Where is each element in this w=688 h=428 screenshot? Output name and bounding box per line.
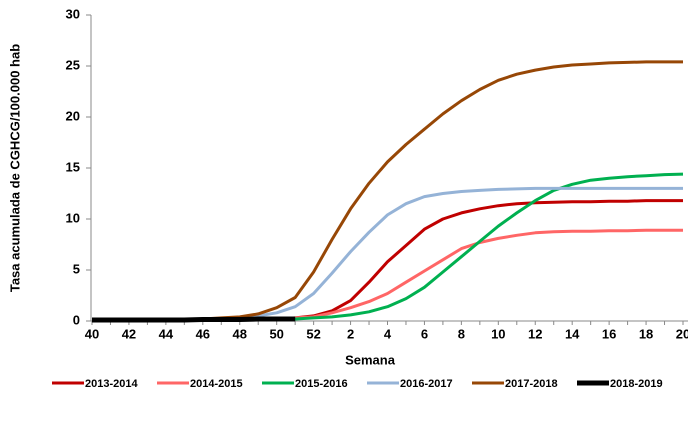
x-tick-label: 20 [676, 326, 688, 341]
x-tick-label: 42 [122, 326, 136, 341]
x-tick-label: 12 [528, 326, 542, 341]
series-line [92, 199, 683, 322]
series-line [92, 316, 296, 323]
x-axis-title: Semana [345, 352, 396, 367]
series-line [92, 60, 683, 322]
legend: 2013-2014 2014-2015 2015-2016 2016-2017 2017… [52, 378, 663, 390]
x-tick-label: 10 [491, 326, 505, 341]
x-tick-label: 6 [421, 326, 428, 341]
y-tick-label: 20 [66, 108, 80, 123]
legend-label: 2018-2019 [610, 378, 663, 390]
y-tick-label: 0 [73, 312, 80, 327]
x-tick-label: 50 [269, 326, 283, 341]
x-tick-label: 44 [159, 326, 174, 341]
y-axis-title: Tasa acumulada de CGHCG/100.000 hab [7, 44, 22, 292]
x-tick-label: 48 [233, 326, 247, 341]
y-tick-label: 10 [66, 210, 80, 225]
x-tick-label: 14 [565, 326, 580, 341]
x-tick-label: 40 [85, 326, 99, 341]
x-tick-label: 52 [306, 326, 320, 341]
x-tick-label: 8 [458, 326, 465, 341]
series-line [92, 172, 684, 322]
x-tick-label: 16 [602, 326, 616, 341]
legend-label: 2014-2015 [190, 378, 243, 390]
x-tick-label: 18 [639, 326, 653, 341]
series-line [92, 186, 683, 322]
y-tick-label: 30 [66, 6, 80, 21]
x-tick-label: 46 [196, 326, 210, 341]
legend-label: 2013-2014 [85, 378, 138, 390]
y-tick-label: 25 [66, 57, 80, 72]
x-tick-label: 4 [384, 326, 392, 341]
legend-label: 2015-2016 [295, 378, 348, 390]
y-tick-label: 5 [73, 261, 80, 276]
legend-label: 2016-2017 [400, 378, 453, 390]
y-tick-label: 15 [66, 159, 80, 174]
x-tick-label: 2 [347, 326, 354, 341]
legend-label: 2017-2018 [505, 378, 558, 390]
